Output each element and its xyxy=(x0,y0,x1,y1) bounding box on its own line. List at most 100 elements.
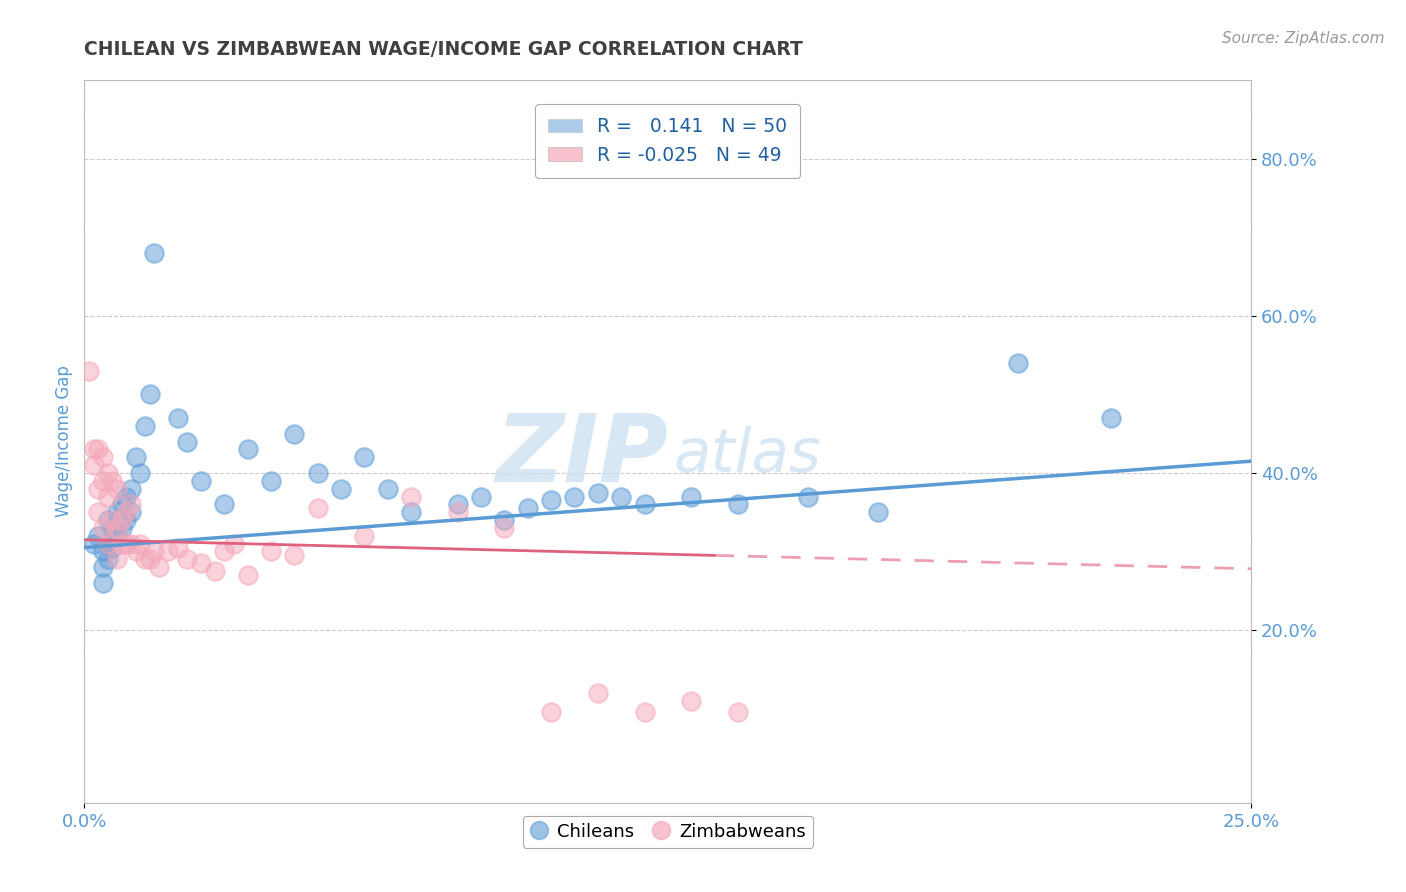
Point xyxy=(353,450,375,465)
Y-axis label: Wage/Income Gap: Wage/Income Gap xyxy=(55,366,73,517)
Point xyxy=(111,497,134,511)
Point xyxy=(190,556,212,570)
Point xyxy=(586,686,609,700)
Point xyxy=(105,529,128,543)
Point xyxy=(494,521,516,535)
Point xyxy=(176,434,198,449)
Point xyxy=(564,490,586,504)
Point xyxy=(87,529,110,543)
Point xyxy=(353,529,375,543)
Point xyxy=(97,466,120,480)
Point xyxy=(129,466,152,480)
Point xyxy=(115,513,138,527)
Point xyxy=(105,521,128,535)
Point xyxy=(148,560,170,574)
Point xyxy=(91,544,114,558)
Point xyxy=(97,513,120,527)
Point xyxy=(797,490,820,504)
Point xyxy=(399,490,422,504)
Point xyxy=(125,450,148,465)
Point xyxy=(586,485,609,500)
Point xyxy=(399,505,422,519)
Point xyxy=(101,474,124,488)
Point xyxy=(307,501,329,516)
Point xyxy=(494,513,516,527)
Point xyxy=(83,536,105,550)
Point xyxy=(866,505,889,519)
Point xyxy=(307,466,329,480)
Point xyxy=(470,490,492,504)
Point xyxy=(91,521,114,535)
Point xyxy=(97,490,120,504)
Point xyxy=(77,364,100,378)
Point xyxy=(125,544,148,558)
Point xyxy=(1099,411,1122,425)
Point xyxy=(105,482,128,496)
Point xyxy=(540,493,562,508)
Point xyxy=(115,490,138,504)
Point xyxy=(97,536,120,550)
Point xyxy=(101,513,124,527)
Point xyxy=(120,497,142,511)
Point xyxy=(83,458,105,472)
Point xyxy=(214,497,236,511)
Point xyxy=(157,544,180,558)
Point xyxy=(166,411,188,425)
Point xyxy=(681,490,703,504)
Point xyxy=(1007,356,1029,370)
Point xyxy=(105,505,128,519)
Point xyxy=(101,541,124,555)
Point xyxy=(447,497,470,511)
Point xyxy=(87,442,110,457)
Point xyxy=(633,706,655,720)
Point xyxy=(260,544,283,558)
Point xyxy=(111,513,134,527)
Point xyxy=(111,536,134,550)
Point xyxy=(214,544,236,558)
Point xyxy=(283,426,305,441)
Point xyxy=(516,501,538,516)
Point xyxy=(447,505,470,519)
Point xyxy=(236,568,259,582)
Point xyxy=(138,552,160,566)
Point xyxy=(330,482,353,496)
Point xyxy=(283,549,305,563)
Point xyxy=(87,482,110,496)
Point xyxy=(115,536,138,550)
Point xyxy=(540,706,562,720)
Point xyxy=(610,490,633,504)
Point xyxy=(120,536,142,550)
Point xyxy=(727,706,749,720)
Point xyxy=(222,536,245,550)
Point xyxy=(97,536,120,550)
Point xyxy=(97,552,120,566)
Point xyxy=(176,552,198,566)
Point xyxy=(727,497,749,511)
Point xyxy=(91,474,114,488)
Point xyxy=(134,552,156,566)
Point xyxy=(166,541,188,555)
Point xyxy=(681,694,703,708)
Point xyxy=(91,575,114,590)
Text: Source: ZipAtlas.com: Source: ZipAtlas.com xyxy=(1222,31,1385,46)
Point xyxy=(260,474,283,488)
Point xyxy=(190,474,212,488)
Point xyxy=(111,521,134,535)
Point xyxy=(120,482,142,496)
Point xyxy=(120,505,142,519)
Point xyxy=(143,246,166,260)
Point xyxy=(101,521,124,535)
Text: atlas: atlas xyxy=(673,426,821,485)
Point xyxy=(129,536,152,550)
Text: ZIP: ZIP xyxy=(495,410,668,502)
Point xyxy=(83,442,105,457)
Point xyxy=(377,482,399,496)
Point xyxy=(138,387,160,401)
Point xyxy=(633,497,655,511)
Point xyxy=(91,560,114,574)
Point xyxy=(115,505,138,519)
Point xyxy=(143,544,166,558)
Point xyxy=(87,505,110,519)
Point xyxy=(105,552,128,566)
Point xyxy=(236,442,259,457)
